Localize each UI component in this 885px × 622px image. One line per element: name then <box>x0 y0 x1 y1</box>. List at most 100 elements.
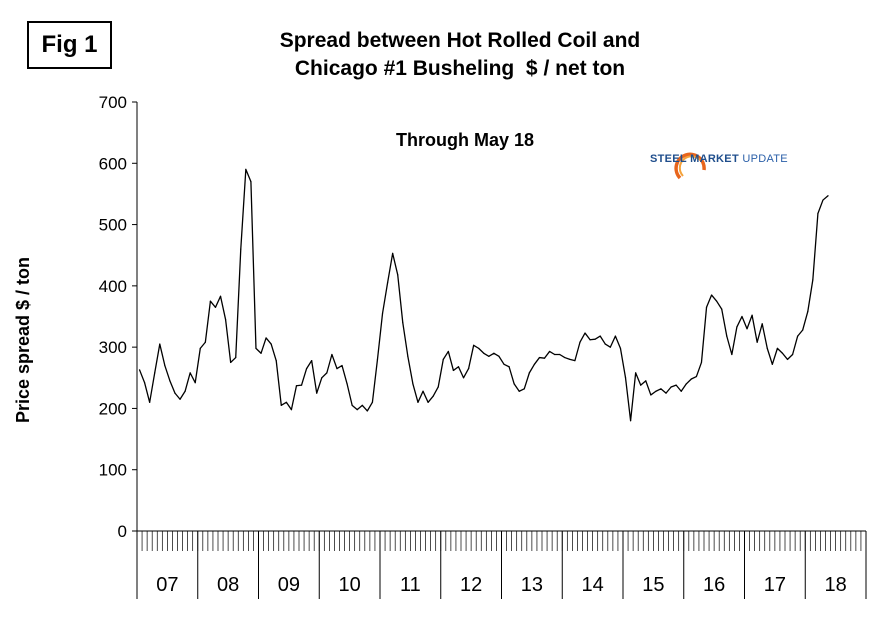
data-point <box>341 364 343 367</box>
data-point <box>149 401 151 403</box>
y-tick-label: 400 <box>99 277 127 296</box>
data-point <box>812 279 814 281</box>
data-point <box>245 168 247 171</box>
data-point <box>381 312 384 315</box>
data-point <box>224 318 227 321</box>
data-point <box>230 361 232 364</box>
series-line <box>138 168 829 422</box>
data-point <box>645 380 647 382</box>
data-point <box>295 385 298 387</box>
logo-text: STEEL MARKET UPDATE <box>650 153 788 165</box>
data-point <box>392 252 394 254</box>
data-point <box>402 322 404 324</box>
x-year-label: 18 <box>825 574 847 596</box>
data-point <box>290 409 293 411</box>
y-tick-label: 100 <box>99 461 127 480</box>
y-tick-label: 600 <box>99 154 127 173</box>
y-axis: 0 100 200 300 400 500 600 700 <box>99 93 138 541</box>
y-tick-label: 0 <box>118 522 127 541</box>
data-point <box>569 358 571 360</box>
data-point <box>412 383 414 385</box>
x-year-label: 07 <box>156 574 178 596</box>
data-point <box>503 363 505 365</box>
data-point <box>675 384 677 386</box>
data-point <box>189 372 191 374</box>
data-point <box>159 343 161 345</box>
data-point <box>609 346 611 348</box>
data-point <box>457 366 460 368</box>
data-point <box>376 358 379 360</box>
x-year-label: 12 <box>460 574 482 596</box>
data-point <box>326 372 328 374</box>
data-point <box>143 382 146 384</box>
data-point <box>655 390 657 392</box>
data-point <box>771 363 773 365</box>
data-point <box>366 410 368 412</box>
annotation-through-date: Through May 18 <box>396 130 534 150</box>
data-point <box>695 375 698 378</box>
chart-title-line-1: Spread between Hot Rolled Coil and <box>279 29 641 52</box>
y-tick-label: 700 <box>99 93 127 112</box>
data-point <box>751 314 753 316</box>
x-year-label: 09 <box>278 574 300 596</box>
data-point <box>447 350 449 353</box>
y-tick-label: 500 <box>99 216 127 235</box>
data-point <box>680 390 682 392</box>
data-point <box>260 352 262 354</box>
data-point <box>690 378 692 380</box>
data-point <box>280 404 282 406</box>
y-tick-label: 200 <box>99 399 127 418</box>
data-point <box>635 372 637 374</box>
data-point <box>624 377 627 379</box>
data-point <box>462 377 465 379</box>
data-point <box>174 392 176 394</box>
data-point <box>214 306 217 308</box>
data-point <box>554 353 556 356</box>
chart-title: Spread between Hot Rolled Coil and Chica… <box>200 27 720 83</box>
data-point <box>726 335 728 337</box>
data-point <box>265 337 267 339</box>
data-point <box>736 326 738 328</box>
data-point <box>746 328 748 330</box>
data-point <box>473 344 475 346</box>
data-point <box>285 401 287 403</box>
data-point <box>807 311 809 313</box>
data-point <box>321 377 323 379</box>
data-point <box>179 398 181 400</box>
data-point <box>817 212 819 215</box>
data-point <box>574 360 576 362</box>
data-point <box>705 306 708 308</box>
data-point <box>199 347 201 349</box>
data-point <box>452 369 455 372</box>
data-point <box>498 355 500 357</box>
y-tick-label: 300 <box>99 338 127 357</box>
data-point <box>710 294 713 296</box>
data-point <box>508 366 510 368</box>
data-point <box>300 384 303 386</box>
data-point <box>786 358 789 360</box>
data-point <box>204 341 206 343</box>
data-point <box>599 335 601 337</box>
data-point <box>250 181 252 183</box>
data-point <box>478 347 480 349</box>
data-point <box>467 367 470 370</box>
data-point <box>422 390 424 392</box>
data-point <box>523 388 525 390</box>
data-point <box>650 394 652 396</box>
data-point <box>584 332 586 334</box>
data-point <box>716 300 718 302</box>
data-point <box>822 199 824 201</box>
x-year-label: 16 <box>703 574 725 596</box>
data-point <box>311 360 313 362</box>
logo-swoosh-icon <box>674 152 706 180</box>
data-point <box>184 390 186 392</box>
data-point <box>427 401 429 403</box>
data-point <box>154 372 156 374</box>
data-point <box>538 356 541 359</box>
data-point <box>513 383 515 385</box>
data-point <box>548 350 551 353</box>
data-point <box>543 357 546 359</box>
data-point <box>614 335 617 337</box>
data-point <box>827 195 829 197</box>
data-point <box>594 338 596 340</box>
